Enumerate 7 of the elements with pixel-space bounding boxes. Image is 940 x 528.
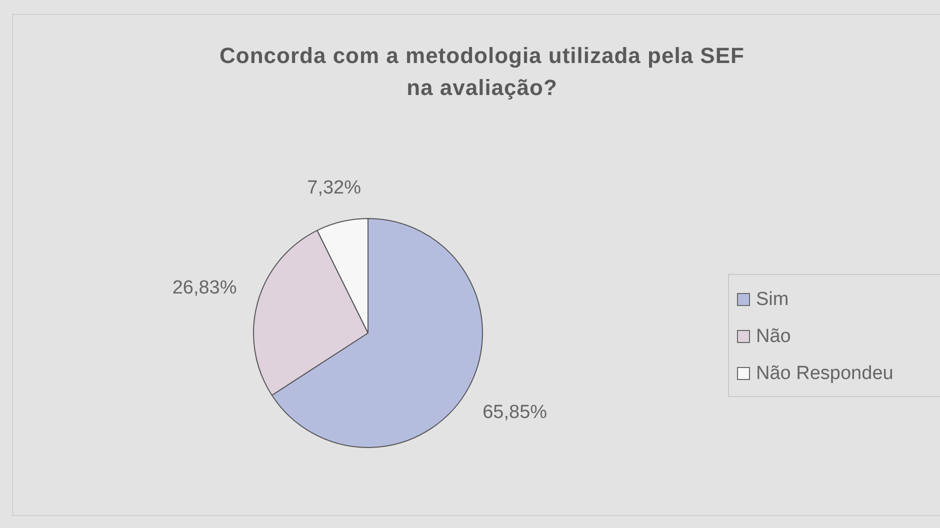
data-label: 26,83% [172, 277, 237, 298]
data-label: 7,32% [307, 177, 362, 198]
chart-title: Concorda com a metodologia utilizada pela SEF na avaliação? [218, 42, 746, 102]
legend-label: Sim [756, 288, 789, 310]
data-label: 65,85% [482, 402, 548, 424]
legend-label: Não [756, 326, 791, 348]
legend-label: Não Respondeu [756, 362, 894, 384]
